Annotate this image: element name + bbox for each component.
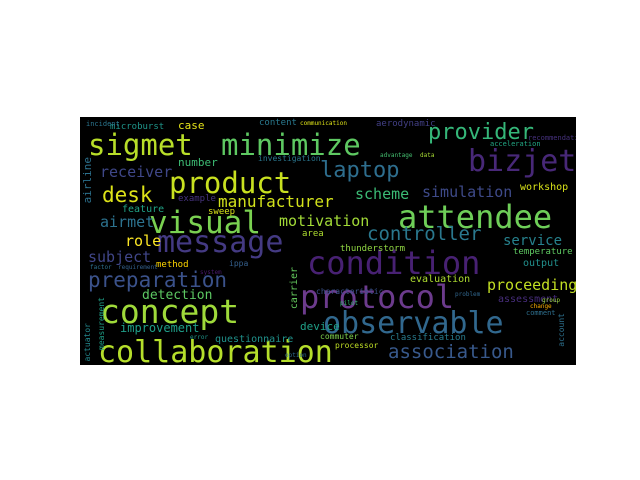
cloud-word: aerodynamic <box>376 119 436 129</box>
cloud-word: controller <box>367 223 482 245</box>
cloud-word: desk <box>102 183 153 207</box>
cloud-word: output <box>523 258 560 269</box>
cloud-word: incident <box>86 120 120 128</box>
cloud-word: message <box>157 225 284 260</box>
word-cloud: collaboration concept observable protoco… <box>80 117 576 365</box>
cloud-word: improvement <box>120 321 200 335</box>
cloud-word: product <box>169 166 292 200</box>
cloud-word: measurement <box>97 297 106 350</box>
cloud-word: case <box>178 119 205 132</box>
cloud-word: area <box>302 229 324 239</box>
cloud-word: simulation <box>422 183 513 201</box>
cloud-word: questionnaire <box>215 334 294 345</box>
cloud-word: account <box>557 313 566 347</box>
cloud-word: collaboration <box>98 335 333 366</box>
cloud-word: classification <box>390 333 466 343</box>
cloud-word: workshop <box>520 182 569 193</box>
cloud-word: receiver <box>100 163 173 181</box>
cloud-word: device <box>300 320 340 333</box>
cloud-word: proceeding <box>487 276 576 294</box>
cloud-word: group <box>542 297 561 304</box>
cloud-word: number <box>178 156 218 169</box>
cloud-word: feature <box>122 204 165 215</box>
cloud-word: airmet <box>100 213 155 231</box>
cloud-word: protocol <box>300 278 455 316</box>
cloud-word: recommendation <box>528 134 576 142</box>
cloud-word: airline <box>81 157 94 204</box>
cloud-word: requirement <box>118 264 158 271</box>
cloud-word: visual <box>149 205 261 241</box>
cloud-word: change <box>530 303 552 310</box>
cloud-word: concept <box>100 292 240 331</box>
cloud-word: sigmet <box>88 128 193 162</box>
cloud-word: assessment <box>498 294 559 305</box>
cloud-word: method <box>156 260 189 270</box>
cloud-word: evaluation <box>410 274 471 285</box>
cloud-word: bizjet <box>468 144 576 179</box>
cloud-word: characteristic <box>316 287 384 296</box>
cloud-word: system <box>200 269 222 276</box>
cloud-word: motivation <box>279 212 370 230</box>
cloud-word: microburst <box>110 122 165 132</box>
cloud-word: content <box>259 118 297 128</box>
cloud-word: provider <box>428 120 534 145</box>
cloud-word: temperature <box>513 247 573 257</box>
cloud-word: association <box>388 341 514 363</box>
cloud-word: problem <box>455 291 481 298</box>
cloud-word: processor <box>335 341 379 350</box>
cloud-word: ippa <box>229 259 249 268</box>
cloud-word: condition <box>307 244 481 282</box>
cloud-word: service <box>503 233 563 249</box>
cloud-word: thunderstorm <box>340 244 406 254</box>
cloud-word: comment <box>526 309 556 317</box>
cloud-word: actuator <box>83 323 92 362</box>
cloud-word: investigation <box>258 154 321 163</box>
cloud-word: preparation <box>88 268 228 292</box>
cloud-word: minimize <box>221 128 361 162</box>
cloud-word: communication <box>300 120 347 127</box>
cloud-word: detection <box>142 288 213 303</box>
cloud-word: scheme <box>355 185 410 203</box>
cloud-word: role <box>125 232 162 250</box>
cloud-word: attendee <box>398 198 553 236</box>
cloud-word: factor <box>90 264 112 271</box>
cloud-word: subject <box>88 248 152 266</box>
cloud-word: commuter <box>320 332 359 341</box>
cloud-word: pilot <box>340 300 359 307</box>
cloud-word: option <box>285 352 307 359</box>
cloud-word: carrier <box>289 267 300 310</box>
cloud-word: data <box>420 152 435 159</box>
cloud-word: manufacturer <box>218 192 334 211</box>
cloud-word: observable <box>323 306 504 341</box>
cloud-word: acceleration <box>490 140 541 148</box>
cloud-word: advantage <box>380 152 413 159</box>
cloud-word: laptop <box>320 158 400 183</box>
cloud-word: sweep <box>208 207 236 217</box>
cloud-word: example <box>178 194 216 204</box>
cloud-word: error <box>190 334 209 341</box>
